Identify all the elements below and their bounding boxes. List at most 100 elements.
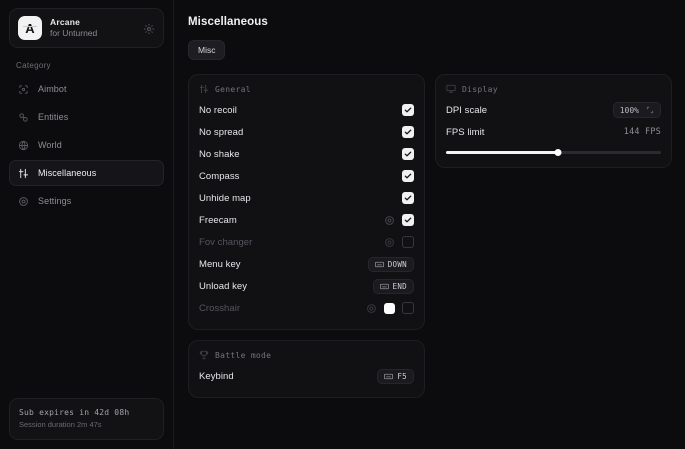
gear-icon [18, 196, 29, 207]
row-freecam: Freecam [199, 209, 414, 231]
keyboard-icon [384, 373, 394, 380]
checkbox-unhide-map[interactable] [402, 192, 414, 204]
row-controls [402, 148, 414, 160]
battle-mode-card: Battle mode Keybind F5 [188, 340, 425, 398]
dpi-scale-dropdown[interactable]: 100% [612, 102, 661, 118]
panel-columns: General No recoil No spread [188, 74, 675, 398]
row-no-recoil: No recoil [199, 99, 414, 121]
checkbox-fov-changer[interactable] [402, 236, 414, 248]
tab-bar: Misc [188, 40, 675, 60]
row-label: Unload key [199, 280, 248, 292]
sidebar: A Arcane for Unturned Category [0, 0, 174, 449]
profile-name: Arcane [50, 17, 81, 27]
gear-icon[interactable] [366, 303, 377, 314]
sliders-icon [199, 84, 209, 94]
checkbox-no-recoil[interactable] [402, 104, 414, 116]
avatar: A [18, 16, 42, 40]
row-label: Keybind [199, 370, 234, 382]
gear-icon[interactable] [384, 215, 395, 226]
display-card: Display DPI scale 100% [435, 74, 672, 168]
row-crosshair: Crosshair [199, 297, 414, 319]
row-label: DPI scale [446, 104, 488, 116]
checkbox-crosshair[interactable] [402, 302, 414, 314]
display-card-title: Display [462, 84, 498, 94]
session-duration: Session duration 2m 47s [19, 420, 102, 429]
keybind-value: F5 [397, 371, 407, 381]
sidebar-item-label: World [38, 140, 62, 150]
dpi-scale-value: 100% [619, 105, 639, 115]
sidebar-item-label: Settings [38, 196, 72, 206]
tab-misc[interactable]: Misc [188, 40, 226, 60]
checkbox-no-shake[interactable] [402, 148, 414, 160]
row-controls [384, 236, 414, 248]
general-card-title: General [215, 84, 251, 94]
sidebar-item-world[interactable]: World [9, 132, 164, 158]
row-compass: Compass [199, 165, 414, 187]
general-card-header: General [199, 84, 414, 94]
subscription-status: Sub expires in 42d 08h [19, 408, 130, 417]
sidebar-item-aimbot[interactable]: Aimbot [9, 76, 164, 102]
entities-icon [18, 112, 29, 123]
profile-card[interactable]: A Arcane for Unturned [9, 8, 164, 48]
row-no-spread: No spread [199, 121, 414, 143]
row-label: Freecam [199, 214, 237, 226]
battle-mode-card-title: Battle mode [215, 350, 272, 360]
sidebar-item-label: Aimbot [38, 84, 67, 94]
page-title: Miscellaneous [188, 16, 268, 28]
profile-text: Arcane for Unturned [50, 17, 143, 39]
row-label: Menu key [199, 258, 241, 270]
fps-limit-slider[interactable] [446, 147, 661, 157]
keyboard-icon [379, 283, 389, 290]
row-fps-limit: FPS limit 144 FPS [446, 121, 661, 143]
checkbox-no-spread[interactable] [402, 126, 414, 138]
row-label: Crosshair [199, 302, 241, 314]
profile-subtitle: for Unturned [50, 28, 98, 38]
right-column: Display DPI scale 100% [435, 74, 672, 168]
gear-icon[interactable] [143, 22, 155, 34]
row-controls [402, 170, 414, 182]
keybind-battle-mode[interactable]: F5 [377, 368, 414, 384]
row-no-shake: No shake [199, 143, 414, 165]
row-controls [384, 214, 414, 226]
keybind-value: DOWN [387, 259, 407, 269]
row-label: Compass [199, 170, 240, 182]
row-label: No shake [199, 148, 240, 160]
sliders-icon [18, 168, 29, 179]
keyboard-icon [374, 261, 384, 268]
avatar-letter: A [25, 20, 35, 36]
left-column: General No recoil No spread [188, 74, 425, 398]
row-label: Fov changer [199, 236, 253, 248]
row-unhide-map: Unhide map [199, 187, 414, 209]
slider-fill [446, 150, 558, 154]
sidebar-item-miscellaneous[interactable]: Miscellaneous [9, 160, 164, 186]
row-label: No spread [199, 126, 244, 138]
slider-thumb[interactable] [554, 148, 562, 156]
checkbox-freecam[interactable] [402, 214, 414, 226]
row-controls [402, 126, 414, 138]
row-controls: F5 [377, 368, 414, 384]
trophy-icon [199, 350, 209, 360]
sidebar-item-entities[interactable]: Entities [9, 104, 164, 130]
category-label: Category [16, 61, 51, 70]
row-controls [402, 192, 414, 204]
main-content: Miscellaneous Misc General [174, 0, 685, 449]
globe-icon [18, 140, 29, 151]
gear-icon[interactable] [384, 237, 395, 248]
row-controls [366, 302, 414, 314]
row-unload-key: Unload key END [199, 275, 414, 297]
status-card: Sub expires in 42d 08h Session duration … [9, 398, 164, 440]
keybind-unload-key[interactable]: END [372, 278, 414, 294]
keybind-menu-key[interactable]: DOWN [367, 256, 414, 272]
checkbox-compass[interactable] [402, 170, 414, 182]
row-controls [402, 104, 414, 116]
sidebar-item-settings[interactable]: Settings [9, 188, 164, 214]
fps-limit-value: 144 FPS [623, 127, 661, 137]
expand-icon [646, 106, 654, 114]
monitor-icon [446, 84, 456, 94]
color-swatch-crosshair[interactable] [384, 302, 395, 314]
row-battle-keybind: Keybind F5 [199, 365, 414, 387]
sidebar-item-label: Miscellaneous [38, 168, 97, 178]
general-card: General No recoil No spread [188, 74, 425, 330]
display-card-header: Display [446, 84, 661, 94]
